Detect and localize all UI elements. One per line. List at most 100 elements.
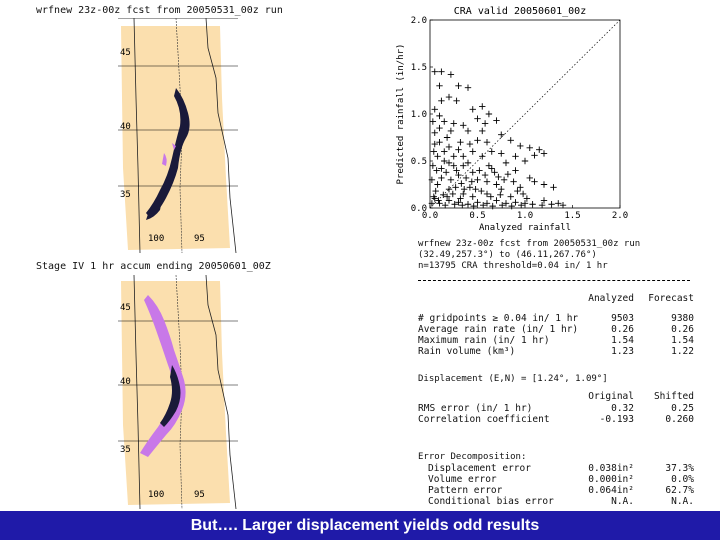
scatter-point xyxy=(453,97,460,105)
scatter-point xyxy=(429,118,437,125)
scatter-point xyxy=(491,169,498,176)
scatter-point xyxy=(460,122,467,129)
scatter-point xyxy=(457,195,464,202)
stats-panel: wrfnew 23z-00z fcst from 20050531_00z ru… xyxy=(418,239,694,507)
scatter-point xyxy=(458,180,465,187)
scatter-point xyxy=(440,191,447,199)
scatter-point xyxy=(485,110,493,118)
scatter-point xyxy=(457,139,464,146)
x-axis-label: Analyzed rainfall xyxy=(479,223,571,232)
scatter-point xyxy=(431,129,438,136)
scatter-point xyxy=(441,157,448,165)
scatter-point xyxy=(540,150,548,157)
scatter-point xyxy=(529,201,536,208)
scatter-point xyxy=(436,124,443,132)
scatter-point xyxy=(510,178,517,185)
bottom-map-title: Stage IV 1 hr accum ending 20050601_00Z xyxy=(36,261,271,272)
scatter-point xyxy=(428,200,436,207)
scatter-point xyxy=(460,153,467,160)
scatter-point xyxy=(450,120,457,127)
y-tick-label: 0.0 xyxy=(411,204,427,214)
scatter-point xyxy=(472,186,479,193)
scatter-point xyxy=(434,153,441,160)
stats-header-1: wrfnew 23z-00z fcst from 20050531_00z ru… xyxy=(418,239,641,249)
stats-header-3: n=13795 CRA threshold=0.04 in/ 1 hr xyxy=(418,261,608,271)
top-lat-40: 40 xyxy=(120,122,131,132)
scatter-point xyxy=(523,195,531,202)
scatter-point xyxy=(517,142,524,150)
scatter-point xyxy=(497,191,504,199)
scatter-point xyxy=(502,200,510,207)
col-shifted: Shifted xyxy=(653,391,694,402)
top-forecast-map: 45 40 35 100 95 xyxy=(118,18,238,253)
bot-lat-40: 40 xyxy=(120,377,131,387)
scatter-point xyxy=(464,201,472,208)
scatter-point xyxy=(447,127,455,135)
scatter-point xyxy=(441,118,448,125)
scatter-point xyxy=(493,181,500,188)
scatter-point xyxy=(438,68,445,75)
scatter-point xyxy=(450,162,457,169)
scatter-point xyxy=(462,174,470,182)
scatter-point xyxy=(489,202,496,210)
scatter-point xyxy=(498,150,505,157)
chart-title: CRA valid 20050601_00z xyxy=(454,6,586,17)
scatter-point xyxy=(521,200,529,207)
one-to-one-line xyxy=(429,19,621,209)
scatter-point xyxy=(474,137,481,144)
scatter-point xyxy=(469,169,476,176)
scatter-point xyxy=(540,181,548,188)
scatter-point xyxy=(474,176,481,183)
scatter-point xyxy=(476,167,483,174)
scatter-point xyxy=(453,167,460,174)
scatter-point xyxy=(483,178,491,185)
scatter-point xyxy=(526,144,533,152)
scatter-point xyxy=(442,169,450,176)
scatter-point xyxy=(474,199,481,206)
scatter-point xyxy=(493,117,500,124)
scatter-point xyxy=(447,176,455,183)
scatter-point xyxy=(460,162,467,169)
scatter-point xyxy=(455,199,462,206)
scatter-point xyxy=(434,181,441,188)
scatter-point xyxy=(430,148,437,155)
scatter-point xyxy=(438,165,445,172)
scatter-point xyxy=(460,190,467,198)
col-forecast: Forecast xyxy=(648,293,694,304)
scatter-point xyxy=(507,193,514,200)
scatter-point xyxy=(428,176,436,183)
x-tick-label: 1.5 xyxy=(564,211,580,221)
scatter-point xyxy=(512,153,519,160)
scatter-point xyxy=(436,82,443,89)
scatter-point xyxy=(518,201,525,209)
scatter-point xyxy=(483,190,491,198)
scatter-point xyxy=(468,178,475,185)
scatter-point xyxy=(442,201,449,209)
top-lon-100: 100 xyxy=(148,234,164,244)
col-original: Original xyxy=(588,391,634,402)
scatter-point xyxy=(438,97,445,105)
x-tick-label: 0.5 xyxy=(469,211,485,221)
scatter-point xyxy=(474,115,481,122)
bot-lon-100: 100 xyxy=(148,490,164,500)
scatter-point xyxy=(488,148,495,155)
scatter-point xyxy=(436,200,443,207)
scatter-point xyxy=(469,193,476,200)
y-tick-label: 1.5 xyxy=(411,63,427,73)
stats-divider xyxy=(418,280,690,281)
scatter-point xyxy=(500,176,508,183)
scatter-point xyxy=(433,167,440,174)
scatter-point xyxy=(461,186,468,193)
bot-lat-35: 35 xyxy=(120,445,131,455)
scatter-point xyxy=(455,146,462,153)
scatter-point xyxy=(443,134,451,141)
scatter-point xyxy=(559,201,567,209)
y-tick-label: 1.0 xyxy=(411,110,427,120)
x-tick-label: 2.0 xyxy=(612,211,628,221)
scatter-point xyxy=(512,167,519,174)
y-axis-label: Predicted rainfall (in/hr) xyxy=(396,44,406,185)
scatter-point xyxy=(512,199,519,206)
scatter-point xyxy=(514,187,521,195)
scatter-point xyxy=(432,187,439,195)
scatter-point xyxy=(504,170,512,178)
